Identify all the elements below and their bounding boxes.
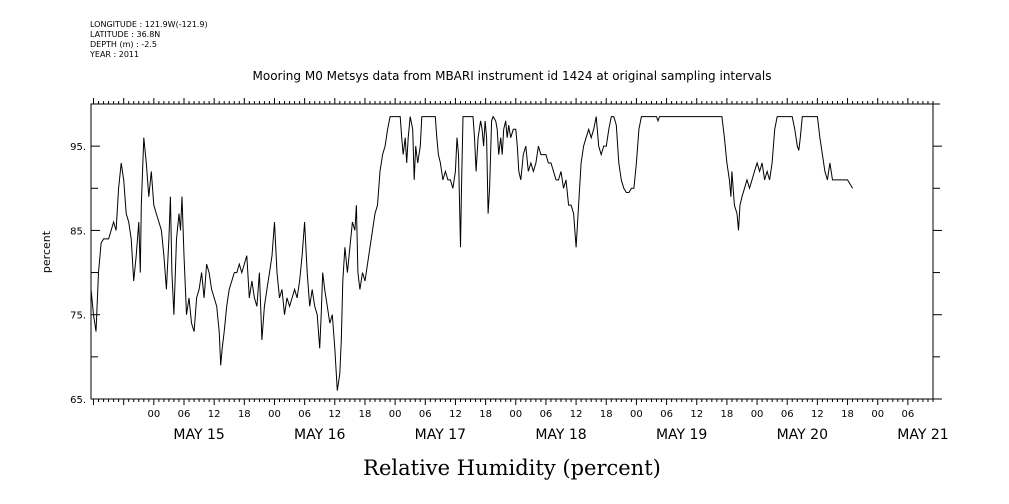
- x-hour-label: 00: [147, 409, 160, 420]
- longitude-text: LONGITUDE : 121.9W(-121.9): [90, 20, 208, 29]
- x-hour-label: 12: [811, 409, 824, 420]
- x-hour-label: 18: [600, 409, 613, 420]
- station-metadata: LONGITUDE : 121.9W(-121.9) LATITUDE : 36…: [90, 20, 208, 60]
- x-hour-label: 18: [479, 409, 492, 420]
- x-hour-label: 12: [328, 409, 341, 420]
- x-axis-label: Relative Humidity (percent): [363, 456, 661, 480]
- x-day-label: MAY 20: [777, 427, 828, 443]
- x-hour-label: 06: [178, 409, 191, 420]
- x-hour-label: 00: [268, 409, 281, 420]
- x-hour-label: 06: [419, 409, 432, 420]
- x-hour-label: 18: [841, 409, 854, 420]
- x-axis: 00 06 12 18 00 06 12 18 00 06 12 18 00 06 12 18 00 06 12 18…: [93, 98, 949, 443]
- x-day-label: MAY 17: [415, 427, 466, 443]
- x-hour-label: 00: [509, 409, 522, 420]
- y-axis-label: percent: [40, 230, 53, 273]
- x-hour-label: 06: [781, 409, 794, 420]
- x-hour-label: 06: [298, 409, 311, 420]
- x-hour-label: 12: [208, 409, 221, 420]
- x-day-label: MAY 16: [294, 427, 345, 443]
- year-text: YEAR : 2011: [90, 50, 140, 59]
- plot-frame: [90, 103, 934, 400]
- chart-title: Mooring M0 Metsys data from MBARI instru…: [253, 69, 772, 83]
- y-tick-label: 85.: [70, 226, 86, 237]
- x-hour-label: 12: [690, 409, 703, 420]
- x-day-label: MAY 18: [535, 427, 586, 443]
- x-hour-label: 12: [570, 409, 583, 420]
- depth-text: DEPTH (m) : -2.5: [90, 40, 157, 49]
- y-tick-label: 95.: [70, 142, 86, 153]
- x-hour-label: 00: [389, 409, 402, 420]
- y-tick-label: 65.: [70, 395, 86, 406]
- x-day-label: MAY 21: [897, 427, 948, 443]
- x-hour-label: 06: [901, 409, 914, 420]
- y-axis: 65. 75. 85. 95.: [70, 103, 942, 406]
- x-day-label: MAY 19: [656, 427, 707, 443]
- x-hour-label: 12: [449, 409, 462, 420]
- x-hour-label: 00: [751, 409, 764, 420]
- x-hour-label: 06: [540, 409, 553, 420]
- humidity-series-line: [90, 115, 854, 391]
- x-hour-label: 18: [721, 409, 734, 420]
- x-hour-label: 00: [630, 409, 643, 420]
- x-hour-label: 06: [660, 409, 673, 420]
- x-day-label: MAY 15: [173, 427, 224, 443]
- x-hour-label: 18: [359, 409, 372, 420]
- x-hour-label: 18: [238, 409, 251, 420]
- x-hour-label: 00: [871, 409, 884, 420]
- y-tick-label: 75.: [70, 311, 86, 322]
- latitude-text: LATITUDE : 36.8N: [90, 30, 161, 39]
